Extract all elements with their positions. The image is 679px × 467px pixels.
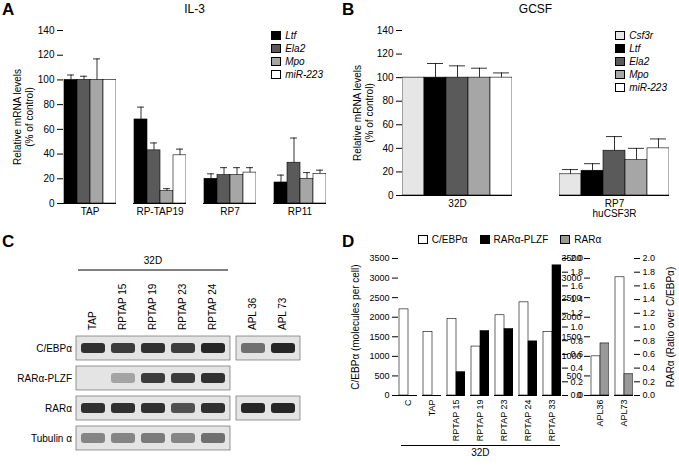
- svg-text:40: 40: [382, 143, 394, 154]
- html-text:IL-3: IL-3: [184, 2, 205, 16]
- svg-text:500: 500: [374, 371, 389, 381]
- svg-text:0: 0: [388, 190, 394, 201]
- svg-text:RP7: RP7: [220, 206, 240, 217]
- svg-text:2.0: 2.0: [571, 253, 584, 263]
- svg-text:1.0: 1.0: [643, 322, 656, 332]
- html-text:Ela2: Ela2: [285, 43, 306, 54]
- svg-text:3500: 3500: [369, 253, 389, 263]
- svg-text:120: 120: [377, 48, 394, 59]
- svg-text:60: 60: [382, 119, 394, 130]
- html-text:Csf3r: Csf3r: [629, 30, 654, 41]
- svg-text:2500: 2500: [369, 293, 389, 303]
- svg-text:20: 20: [43, 173, 55, 184]
- html-text:(% of control): (% of control): [24, 86, 35, 147]
- svg-text:Tubulin α: Tubulin α: [31, 433, 72, 444]
- svg-text:0.4: 0.4: [643, 363, 656, 373]
- svg-text:APL 36: APL 36: [247, 297, 258, 330]
- html-text:B: B: [342, 0, 355, 19]
- svg-text:3000: 3000: [369, 273, 389, 283]
- html-text:D: D: [342, 232, 355, 251]
- html-text:RARα (Ratio over C/EBPα): RARα (Ratio over C/EBPα): [665, 266, 676, 387]
- html-text:Ltf: Ltf: [629, 43, 641, 54]
- html-text:(% of control): (% of control): [364, 82, 375, 143]
- html-text:C/EBPα (molecules per cell): C/EBPα (molecules per cell): [350, 263, 361, 390]
- html-text:miR-223: miR-223: [629, 82, 667, 93]
- svg-text:C: C: [403, 399, 413, 406]
- svg-text:2000: 2000: [369, 312, 389, 322]
- svg-text:C/EBPα: C/EBPα: [36, 343, 72, 354]
- html-text:Mpo: Mpo: [285, 56, 305, 67]
- svg-text:RPTAP 15: RPTAP 15: [451, 400, 461, 442]
- svg-text:1.6: 1.6: [571, 281, 584, 291]
- svg-text:0.2: 0.2: [571, 377, 584, 387]
- svg-text:RARα: RARα: [45, 403, 72, 414]
- svg-text:RPTAP 24: RPTAP 24: [207, 283, 218, 330]
- html-text:A: A: [2, 0, 15, 19]
- html-text:GCSF: GCSF: [518, 2, 553, 16]
- svg-text:80: 80: [43, 99, 55, 110]
- html-text:RARα: RARα: [574, 234, 602, 245]
- svg-text:100: 100: [377, 72, 394, 83]
- svg-text:TAP: TAP: [87, 311, 98, 330]
- svg-text:120: 120: [38, 49, 55, 60]
- svg-text:APL73: APL73: [619, 400, 629, 427]
- svg-text:0.4: 0.4: [571, 363, 584, 373]
- svg-text:2.0: 2.0: [643, 253, 656, 263]
- html-text:RARα-PLZF: RARα-PLZF: [493, 234, 549, 245]
- svg-text:1500: 1500: [369, 332, 389, 342]
- html-text:Relative mRNA levels: Relative mRNA levels: [352, 64, 363, 161]
- html-text:Ltf: Ltf: [285, 30, 297, 41]
- html-text:32D: 32D: [471, 447, 490, 458]
- svg-text:TAP: TAP: [427, 400, 437, 417]
- svg-text:32D: 32D: [448, 198, 466, 209]
- html-text:miR-223: miR-223: [285, 69, 323, 80]
- svg-text:1.6: 1.6: [643, 281, 656, 291]
- html-text:Relative mRNA levels: Relative mRNA levels: [12, 68, 23, 165]
- svg-text:0.2: 0.2: [643, 377, 656, 387]
- svg-text:RARα-PLZF: RARα-PLZF: [17, 373, 72, 384]
- svg-text:APL 73: APL 73: [277, 297, 288, 330]
- svg-text:0: 0: [384, 390, 389, 400]
- svg-text:0.8: 0.8: [571, 336, 584, 346]
- svg-text:1.4: 1.4: [643, 294, 656, 304]
- svg-text:RPTAP 23: RPTAP 23: [177, 283, 188, 330]
- svg-text:1.2: 1.2: [571, 308, 584, 318]
- svg-text:1.8: 1.8: [571, 267, 584, 277]
- svg-text:32D: 32D: [144, 255, 162, 266]
- svg-text:100: 100: [38, 74, 55, 85]
- svg-text:RP-TAP19: RP-TAP19: [136, 206, 183, 217]
- svg-text:1000: 1000: [369, 351, 389, 361]
- svg-text:RP7huCSF3R: RP7huCSF3R: [593, 198, 637, 219]
- svg-text:20: 20: [382, 166, 394, 177]
- svg-text:RPTAP 19: RPTAP 19: [475, 400, 485, 442]
- html-text:Ela2: Ela2: [629, 56, 650, 67]
- svg-text:RPTAP 24: RPTAP 24: [523, 400, 533, 442]
- svg-text:APL36: APL36: [595, 400, 605, 427]
- svg-text:1.8: 1.8: [643, 267, 656, 277]
- svg-text:80: 80: [382, 95, 394, 106]
- svg-text:RPTAP 15: RPTAP 15: [117, 283, 128, 330]
- svg-text:140: 140: [377, 25, 394, 36]
- svg-text:RP11: RP11: [288, 206, 313, 217]
- svg-text:1.2: 1.2: [643, 308, 656, 318]
- html-text:Mpo: Mpo: [629, 69, 649, 80]
- html-text:C/EBPα: C/EBPα: [431, 234, 468, 245]
- svg-text:1.4: 1.4: [571, 294, 584, 304]
- html-text:C: C: [2, 232, 15, 251]
- svg-text:0.6: 0.6: [643, 349, 656, 359]
- svg-text:RPTAP 33: RPTAP 33: [547, 400, 557, 442]
- svg-text:60: 60: [43, 124, 55, 135]
- svg-text:140: 140: [38, 25, 55, 36]
- svg-text:0.6: 0.6: [571, 349, 584, 359]
- svg-text:RPTAP 23: RPTAP 23: [499, 400, 509, 442]
- svg-text:0.0: 0.0: [643, 390, 656, 400]
- svg-text:0: 0: [49, 198, 55, 209]
- svg-text:RPTAP 19: RPTAP 19: [147, 283, 158, 330]
- svg-text:1.0: 1.0: [571, 322, 584, 332]
- svg-text:40: 40: [43, 148, 55, 159]
- svg-text:0.0: 0.0: [571, 390, 584, 400]
- svg-text:TAP: TAP: [81, 206, 100, 217]
- svg-text:0.8: 0.8: [643, 336, 656, 346]
